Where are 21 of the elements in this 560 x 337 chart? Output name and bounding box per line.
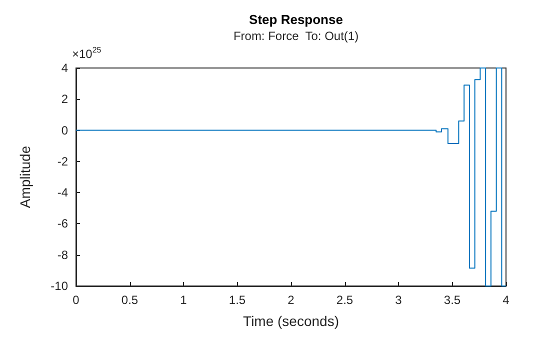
x-tick-label: 1 [180, 293, 188, 307]
x-tick-label: 0 [72, 293, 80, 307]
x-axis-title: Time (seconds) [243, 313, 339, 329]
x-tick-label: 3.5 [444, 293, 461, 307]
y-tick-label: 2 [61, 92, 68, 106]
x-tick-label: 2.5 [336, 293, 354, 307]
y-tick-label: 4 [61, 61, 68, 75]
y-axis-title: Amplitude [17, 146, 33, 208]
x-tick-label: 2 [288, 293, 295, 307]
y-tick-label: -10 [50, 279, 68, 293]
y-tick-label: -2 [57, 154, 68, 168]
y-tick-label: 0 [61, 123, 68, 138]
y-tick-label: -6 [57, 216, 68, 231]
x-tick-label: 3 [395, 293, 402, 307]
y-tick-label: -4 [57, 186, 68, 200]
x-tick-label: 0.5 [121, 293, 138, 307]
chart-subtitle: From: Force To: Out(1) [233, 29, 359, 43]
chart-title: Step Response [249, 12, 343, 27]
x-tick-label: 4 [502, 293, 510, 307]
x-tick-label: 1.5 [228, 293, 246, 307]
y-tick-label: -8 [57, 248, 68, 262]
